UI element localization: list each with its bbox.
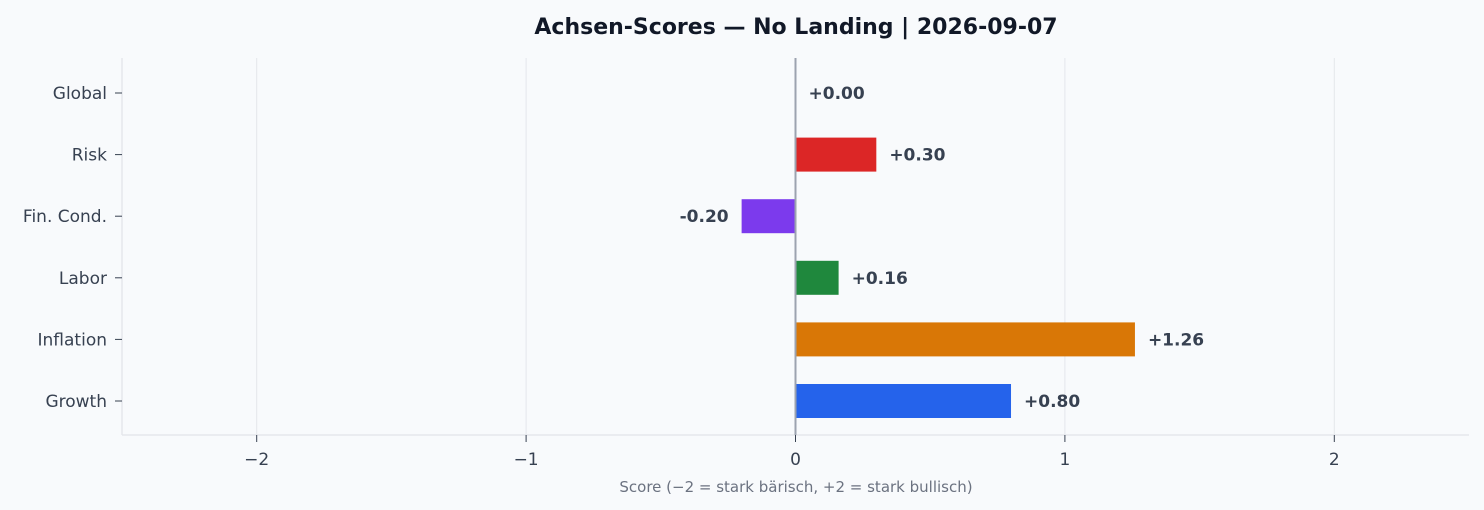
y-tick-label: Growth (45, 392, 107, 412)
x-tick-label: 1 (1059, 450, 1070, 470)
data-label: +0.80 (1024, 392, 1080, 412)
y-tick-label: Fin. Cond. (23, 207, 107, 227)
bar (795, 137, 877, 172)
x-axis-label: Score (−2 = stark bärisch, +2 = stark bu… (619, 478, 972, 496)
chart-title: Achsen-Scores — No Landing | 2026-09-07 (534, 15, 1057, 40)
bar (795, 260, 839, 295)
x-tick-label: 2 (1329, 450, 1340, 470)
data-label: +0.30 (889, 146, 945, 166)
y-tick-label: Labor (59, 269, 107, 289)
x-tick-labels: −2 −1 0 1 2 (244, 435, 1340, 470)
y-tick-label: Risk (72, 146, 107, 166)
data-labels: +0.00 +0.30 -0.20 +0.16 +1.26 +0.80 (680, 84, 1205, 412)
y-tick-labels: Global Risk Fin. Cond. Labor Inflation Growth (23, 84, 122, 412)
x-tick-label: 0 (790, 450, 801, 470)
bar (795, 384, 1012, 418)
x-tick-label: −1 (514, 450, 539, 470)
y-tick-label: Inflation (38, 330, 107, 350)
bar (741, 199, 796, 234)
x-tick-label: −2 (244, 450, 269, 470)
grid-lines (256, 58, 1335, 435)
data-label: +0.16 (852, 269, 908, 289)
data-label: +1.26 (1148, 330, 1204, 350)
bar (795, 322, 1135, 357)
data-label: +0.00 (809, 84, 865, 104)
data-label: -0.20 (680, 207, 729, 227)
y-tick-label: Global (53, 84, 107, 104)
bars (741, 137, 1135, 418)
